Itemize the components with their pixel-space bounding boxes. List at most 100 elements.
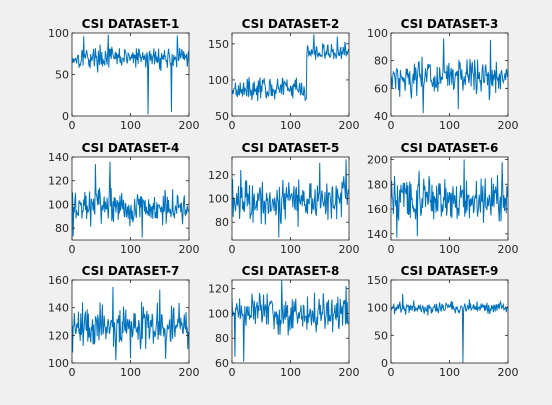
y-tick-label: 60 <box>374 82 388 95</box>
chart-1: 0 100 200 0 50 100 CSI DATASET-1 <box>48 17 200 132</box>
chart-title: CSI DATASET-7 <box>82 264 180 278</box>
x-tick-label: 100 <box>439 119 460 132</box>
x-tick-label: 0 <box>229 366 236 379</box>
y-tick-label: 40 <box>374 110 388 123</box>
x-tick-label: 0 <box>69 243 76 256</box>
x-tick-label: 100 <box>280 119 301 132</box>
y-tick-label: 100 <box>48 357 69 370</box>
chart-title: CSI DATASET-1 <box>82 17 180 31</box>
chart-title: CSI DATASET-5 <box>242 141 340 155</box>
y-tick-label: 80 <box>55 222 69 235</box>
series-line <box>72 286 189 361</box>
x-tick-label: 0 <box>229 119 236 132</box>
series-line <box>232 34 349 102</box>
y-tick-label: 0 <box>381 357 388 370</box>
x-tick-label: 200 <box>179 119 200 132</box>
x-tick-label: 200 <box>339 366 360 379</box>
y-tick-label: 0 <box>62 110 69 123</box>
x-tick-label: 0 <box>69 119 76 132</box>
y-tick-label: 100 <box>367 302 388 315</box>
y-tick-label: 100 <box>48 198 69 211</box>
y-tick-label: 80 <box>215 216 229 229</box>
chart-4: 0 100 200 80 100 120 140 CSI DATASET-4 <box>48 141 200 256</box>
axes-frame <box>71 279 190 364</box>
x-tick-label: 200 <box>498 366 519 379</box>
series-line <box>232 159 349 238</box>
y-tick-label: 150 <box>208 38 229 51</box>
chart-9: 0 100 200 0 50 100 150 CSI DATASET-9 <box>367 264 519 379</box>
axes-frame <box>71 32 190 117</box>
axes-frame <box>71 156 190 241</box>
chart-5: 0 100 200 80 100 120 CSI DATASET-5 <box>208 141 360 256</box>
y-tick-label: 80 <box>215 332 229 345</box>
y-tick-label: 50 <box>55 69 69 82</box>
y-tick-label: 100 <box>208 74 229 87</box>
x-tick-label: 200 <box>179 366 200 379</box>
plot-area <box>72 157 189 240</box>
axes-frame <box>231 156 350 241</box>
axes-frame <box>390 279 509 364</box>
series-line <box>232 280 349 362</box>
axes-frame <box>390 156 509 241</box>
x-tick-label: 0 <box>229 243 236 256</box>
chart-title: CSI DATASET-8 <box>242 264 340 278</box>
y-tick-label: 150 <box>367 274 388 287</box>
y-tick-label: 140 <box>48 302 69 315</box>
y-tick-label: 160 <box>48 274 69 287</box>
x-tick-label: 200 <box>339 243 360 256</box>
y-tick-label: 120 <box>48 329 69 342</box>
chart-title: CSI DATASET-3 <box>401 17 499 31</box>
y-tick-label: 140 <box>367 228 388 241</box>
y-tick-label: 120 <box>48 175 69 188</box>
x-tick-label: 200 <box>498 119 519 132</box>
plot-area <box>391 280 508 363</box>
chart-title: CSI DATASET-4 <box>82 141 180 155</box>
y-tick-label: 50 <box>215 110 229 123</box>
series-line <box>391 159 508 238</box>
y-tick-label: 100 <box>208 307 229 320</box>
x-tick-label: 100 <box>120 119 141 132</box>
chart-8: 0 100 200 60 80 100 120 CSI DATASET-8 <box>208 264 360 379</box>
x-tick-label: 0 <box>388 243 395 256</box>
x-tick-label: 100 <box>120 243 141 256</box>
x-tick-label: 0 <box>388 366 395 379</box>
plot-area <box>232 33 349 116</box>
y-tick-label: 100 <box>367 27 388 40</box>
y-tick-label: 80 <box>374 55 388 68</box>
chart-3: 0 100 200 40 60 80 100 CSI DATASET-3 <box>367 17 519 132</box>
axes-frame <box>390 32 509 117</box>
chart-title: CSI DATASET-6 <box>401 141 499 155</box>
x-tick-label: 200 <box>498 243 519 256</box>
series-line <box>72 34 189 115</box>
x-tick-label: 100 <box>439 243 460 256</box>
plot-area <box>72 33 189 116</box>
axes-frame <box>231 279 350 364</box>
x-tick-label: 0 <box>388 119 395 132</box>
x-tick-label: 100 <box>439 366 460 379</box>
axes-frame <box>231 32 350 117</box>
x-tick-label: 200 <box>179 243 200 256</box>
chart-title: CSI DATASET-2 <box>242 17 340 31</box>
x-tick-label: 0 <box>69 366 76 379</box>
y-tick-label: 180 <box>367 178 388 191</box>
y-tick-label: 140 <box>48 151 69 164</box>
series-line <box>391 38 508 114</box>
y-tick-label: 120 <box>208 169 229 182</box>
x-tick-label: 100 <box>280 366 301 379</box>
chart-2: 0 100 200 50 100 150 CSI DATASET-2 <box>208 17 360 132</box>
chart-6: 0 100 200 140 160 180 200 CSI DATASET-6 <box>367 141 519 256</box>
x-tick-label: 100 <box>280 243 301 256</box>
y-tick-label: 100 <box>208 193 229 206</box>
x-tick-label: 100 <box>120 366 141 379</box>
y-tick-label: 200 <box>367 153 388 166</box>
y-tick-label: 60 <box>215 357 229 370</box>
y-tick-label: 160 <box>367 203 388 216</box>
y-tick-label: 100 <box>48 27 69 40</box>
y-tick-label: 50 <box>374 329 388 342</box>
x-tick-label: 200 <box>339 119 360 132</box>
chart-title: CSI DATASET-9 <box>401 264 499 278</box>
y-tick-label: 120 <box>208 283 229 296</box>
series-line <box>72 161 189 238</box>
